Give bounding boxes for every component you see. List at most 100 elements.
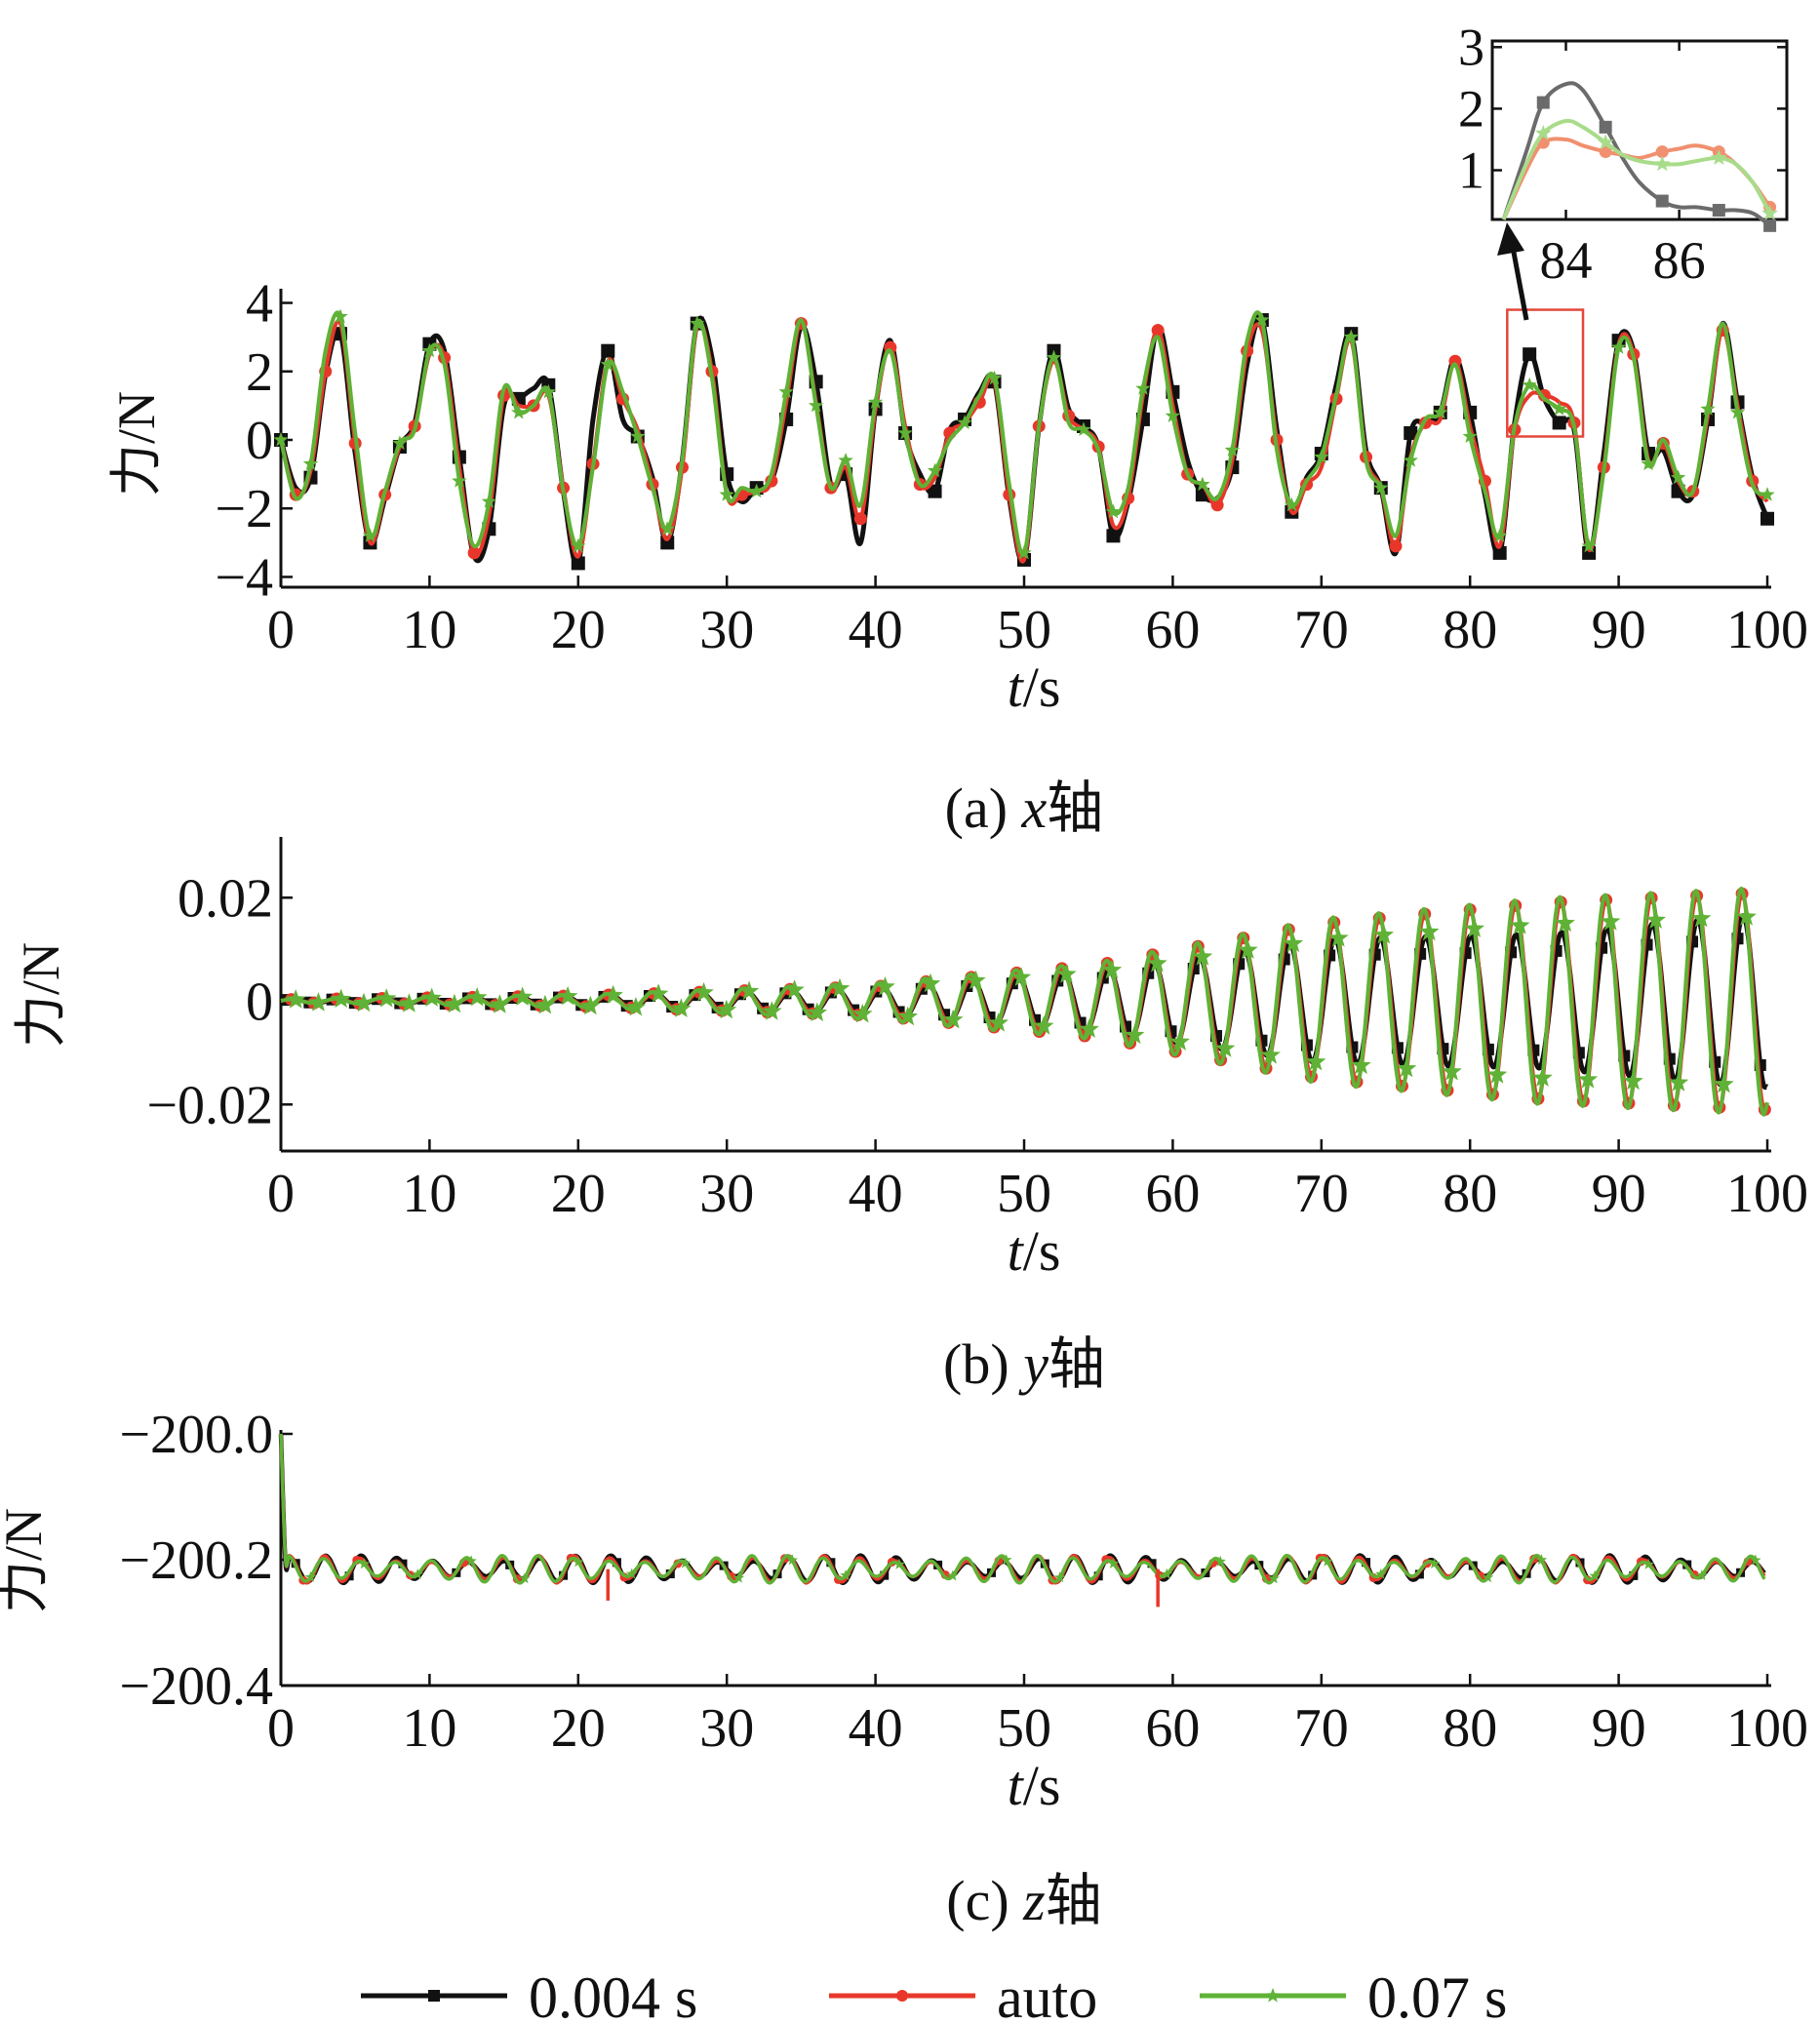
- data-point-star: [893, 1558, 905, 1569]
- data-point-star: [1016, 544, 1032, 560]
- y-tick-label: 4: [246, 274, 273, 335]
- data-point-star: [421, 342, 438, 358]
- data-point-star: [1161, 1568, 1173, 1579]
- y-tick-label: 0.02: [178, 868, 273, 929]
- data-point-star: [1551, 401, 1567, 416]
- x-tick-label: 100: [1726, 1164, 1808, 1224]
- data-point-star: [302, 456, 319, 471]
- x-tick-label: 10: [402, 1698, 456, 1759]
- x-tick-label: 80: [1443, 1164, 1497, 1224]
- inset-data-point: [1536, 96, 1550, 109]
- y-tick-label: −4: [215, 547, 273, 608]
- data-point-star: [1254, 312, 1270, 327]
- data-point-star: [693, 981, 714, 1002]
- data-point-star: [671, 998, 692, 1017]
- caption-prefix: (a): [945, 776, 1022, 840]
- inset-data-point: [1712, 204, 1725, 218]
- data-point-star: [829, 977, 851, 998]
- data-point-star: [1322, 1555, 1333, 1567]
- data-point-circle: [1389, 539, 1403, 553]
- data-point-star: [1124, 1024, 1145, 1045]
- x-tick-label: 30: [699, 600, 754, 660]
- panel-a-zoom-inset: 84 86 123: [1458, 18, 1789, 321]
- data-point-star: [648, 983, 669, 1003]
- data-point-star: [690, 315, 705, 331]
- x-tick-label: 70: [1294, 600, 1349, 660]
- x-axis-unit: /s: [1023, 1219, 1061, 1283]
- x-tick-label: 90: [1592, 600, 1646, 660]
- data-point-star: [1195, 476, 1210, 492]
- data-point-star: [1577, 1069, 1599, 1089]
- data-point-star: [659, 521, 675, 536]
- data-point-star: [1076, 421, 1091, 436]
- x-tick-label: 30: [699, 1164, 754, 1224]
- legend-label: 0.07 s: [1367, 1965, 1507, 2025]
- x-tick-label: 0: [267, 1698, 295, 1759]
- data-point-star: [679, 1557, 692, 1568]
- inset-x-tick-label: 86: [1653, 231, 1706, 290]
- y-axis-title: 力/N: [0, 1508, 53, 1613]
- x-axis-unit: /s: [1023, 655, 1061, 719]
- data-point-star: [308, 992, 329, 1012]
- x-tick-label: 80: [1443, 1698, 1497, 1759]
- data-point-star: [519, 1572, 531, 1584]
- data-point-star: [333, 308, 348, 324]
- data-point-star: [1690, 907, 1712, 928]
- data-point-star: [540, 383, 556, 399]
- data-point-star: [1079, 1018, 1099, 1038]
- data-point-square: [1404, 425, 1418, 440]
- x-tick-label: 0: [267, 600, 295, 660]
- x-tick-label: 30: [699, 1698, 754, 1759]
- data-point-star: [534, 994, 556, 1014]
- series-line-circle: [279, 319, 1769, 564]
- y-tick-label: −2: [215, 479, 273, 539]
- data-point-star: [421, 987, 442, 1007]
- data-point-star: [716, 999, 737, 1019]
- y-tick-label: 2: [246, 342, 273, 403]
- inset-data-point: [1653, 155, 1671, 172]
- inset-x-tick-label: 84: [1540, 231, 1593, 290]
- data-point-star: [838, 453, 853, 467]
- data-point-star: [1610, 339, 1627, 354]
- panel-caption: (a) x轴: [945, 776, 1104, 840]
- x-axis-var: t: [1008, 1219, 1025, 1283]
- data-point-star: [1224, 442, 1241, 457]
- data-point-square: [1523, 347, 1537, 362]
- x-axis-var: t: [1008, 1754, 1025, 1817]
- x-tick-label: 60: [1145, 1164, 1200, 1224]
- data-point-star: [1642, 1558, 1654, 1569]
- data-point-star: [1645, 909, 1666, 929]
- legend-label: 0.004 s: [529, 1965, 697, 2025]
- data-point-star: [807, 1002, 828, 1022]
- data-point-star: [1373, 924, 1395, 944]
- data-point-square: [1106, 529, 1121, 543]
- data-point-star: [1396, 1057, 1417, 1078]
- data-point-star: [1260, 1045, 1281, 1064]
- data-point-star: [362, 528, 378, 542]
- x-tick-label: 20: [551, 1164, 606, 1224]
- data-point-star: [573, 1556, 584, 1568]
- inset-data-point: [1597, 134, 1614, 150]
- x-tick-label: 40: [849, 1164, 903, 1224]
- data-point-star: [840, 1569, 851, 1580]
- inset-y-tick-label: 2: [1458, 79, 1484, 138]
- data-point-star: [331, 988, 351, 1009]
- caption-suffix: 轴: [1047, 776, 1103, 840]
- data-point-star: [738, 980, 760, 1001]
- series-line-star: [279, 310, 1769, 557]
- caption-suffix: 轴: [1048, 1332, 1105, 1396]
- data-point-star: [1729, 404, 1746, 419]
- caption-var: y: [1018, 1332, 1048, 1396]
- x-tick-label: 50: [997, 1698, 1051, 1759]
- x-axis-var: t: [1008, 655, 1025, 719]
- data-point-star: [957, 415, 972, 429]
- data-point-star: [600, 356, 615, 372]
- x-tick-label: 80: [1443, 600, 1497, 660]
- panel-caption: (b) y轴: [943, 1332, 1105, 1396]
- data-point-star: [966, 970, 986, 990]
- data-point-star: [1532, 1067, 1553, 1087]
- data-point-star: [1165, 408, 1181, 422]
- data-point-star: [603, 984, 623, 1005]
